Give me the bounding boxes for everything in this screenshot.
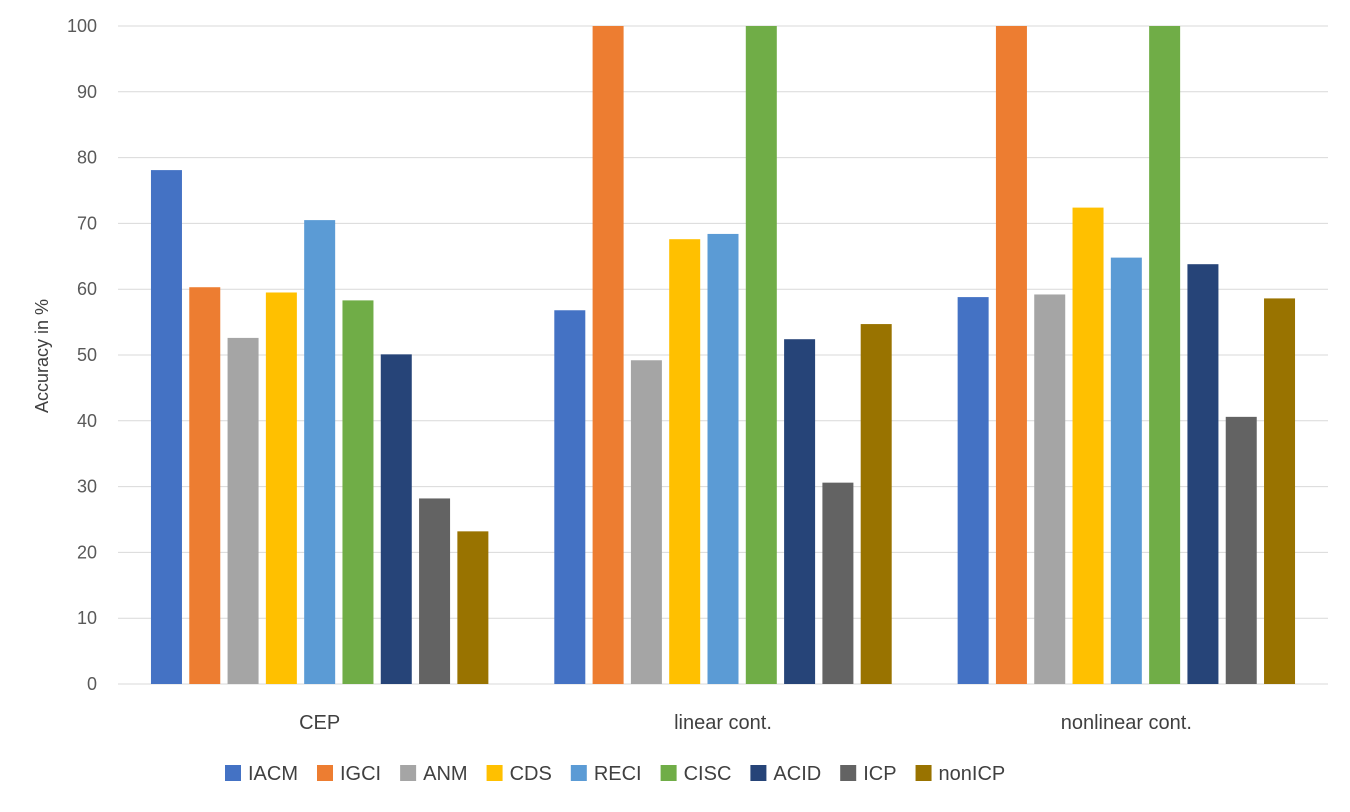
legend-swatch-nonicp — [915, 765, 932, 781]
x-category-label: CEP — [299, 712, 340, 734]
legend-swatch-acid — [750, 765, 767, 781]
legend-swatch-anm — [400, 765, 417, 781]
legend-swatch-iacm — [225, 765, 241, 781]
y-tick-label: 80 — [77, 148, 97, 168]
legend-label-cds: CDS — [510, 763, 552, 785]
y-axis-title: Accuracy in % — [32, 299, 52, 413]
y-tick-label: 90 — [77, 82, 97, 102]
bar-nonicp-0 — [457, 531, 489, 684]
legend-label-nonicp: nonICP — [939, 763, 1006, 785]
bar-reci-2 — [1110, 257, 1142, 684]
bar-iacm-0 — [150, 170, 182, 685]
bar-igci-2 — [995, 26, 1027, 684]
legend-label-acid: ACID — [773, 763, 821, 785]
y-tick-label: 70 — [77, 213, 97, 233]
bar-acid-2 — [1187, 264, 1219, 684]
legend-label-igci: IGCI — [340, 763, 381, 785]
bar-icp-0 — [419, 498, 451, 684]
legend-swatch-cds — [486, 765, 503, 781]
legend-label-reci: RECI — [594, 763, 642, 785]
bar-reci-1 — [707, 233, 739, 685]
bar-reci-0 — [304, 220, 336, 685]
legend-swatch-icp — [840, 765, 857, 781]
bar-acid-1 — [784, 339, 816, 684]
y-tick-label: 20 — [77, 542, 97, 562]
x-category-label: nonlinear cont. — [1061, 712, 1192, 734]
bar-anm-0 — [227, 337, 259, 684]
y-axis-ticks: 0 10 20 30 40 50 60 70 80 90 100 — [67, 16, 97, 694]
bar-anm-1 — [630, 360, 662, 684]
x-category-label: linear cont. — [674, 712, 772, 734]
bar-cds-2 — [1072, 207, 1104, 684]
legend-swatch-cisc — [660, 765, 677, 781]
bar-icp-1 — [822, 482, 854, 684]
legend-label-icp: ICP — [863, 763, 896, 785]
bar-icp-2 — [1225, 416, 1257, 684]
bar-cds-0 — [265, 292, 297, 684]
legend-label-iacm: IACM — [248, 763, 298, 785]
bar-iacm-1 — [554, 310, 586, 684]
bars — [150, 26, 1296, 685]
y-tick-label: 40 — [77, 411, 97, 431]
bar-cisc-2 — [1149, 26, 1181, 684]
y-tick-label: 50 — [77, 345, 97, 365]
y-tick-label: 100 — [67, 16, 97, 36]
bar-anm-2 — [1034, 294, 1066, 684]
y-tick-label: 0 — [87, 674, 97, 694]
bar-igci-1 — [592, 26, 624, 684]
legend-swatch-igci — [317, 765, 333, 781]
bar-nonicp-1 — [860, 324, 892, 684]
legend-label-anm: ANM — [423, 763, 467, 785]
bar-nonicp-2 — [1264, 298, 1296, 684]
bar-acid-0 — [380, 354, 412, 684]
bar-cds-1 — [669, 239, 701, 684]
y-tick-label: 30 — [77, 477, 97, 497]
y-tick-label: 10 — [77, 608, 97, 628]
bar-igci-0 — [189, 287, 221, 684]
legend-label-cisc: CISC — [684, 763, 732, 785]
legend: IACM IGCI ANM CDS RECI CISC ACID ICP nonICP — [225, 763, 1005, 785]
bar-cisc-1 — [745, 26, 777, 684]
x-axis-categories: CEP linear cont. nonlinear cont. — [299, 712, 1192, 734]
y-tick-label: 60 — [77, 279, 97, 299]
legend-swatch-reci — [570, 765, 587, 781]
bar-iacm-2 — [957, 297, 989, 684]
bar-cisc-0 — [342, 300, 374, 684]
